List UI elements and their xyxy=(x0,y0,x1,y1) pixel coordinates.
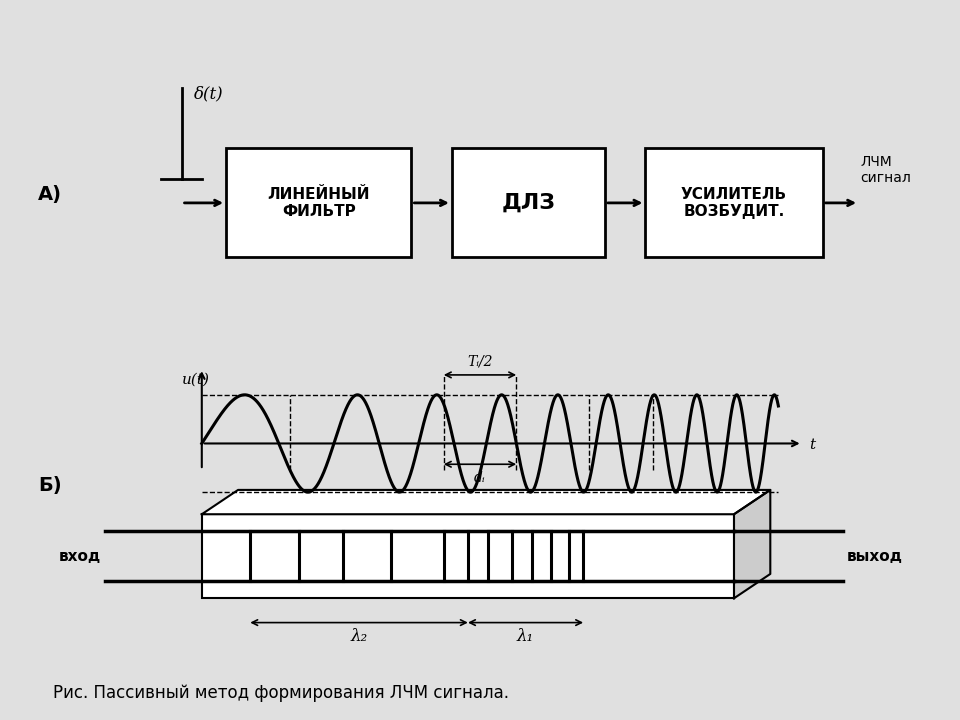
Text: t: t xyxy=(809,438,815,451)
Text: λ₂: λ₂ xyxy=(350,628,368,645)
Bar xyxy=(202,514,734,598)
Text: вход: вход xyxy=(59,549,101,564)
Polygon shape xyxy=(202,490,770,514)
Text: Tᵢ/2: Tᵢ/2 xyxy=(468,354,492,369)
Text: УСИЛИТЕЛЬ
ВОЗБУДИТ.: УСИЛИТЕЛЬ ВОЗБУДИТ. xyxy=(681,186,787,219)
Text: ЛЧМ
сигнал: ЛЧМ сигнал xyxy=(860,155,911,185)
Bar xyxy=(452,148,605,257)
Text: Рис. Пассивный метод формирования ЛЧМ сигнала.: Рис. Пассивный метод формирования ЛЧМ си… xyxy=(53,684,509,702)
Text: выход: выход xyxy=(847,549,903,564)
Bar xyxy=(226,148,412,257)
Polygon shape xyxy=(734,490,770,598)
Bar xyxy=(645,148,823,257)
Text: Б): Б) xyxy=(38,477,62,495)
Text: ЛИНЕЙНЫЙ
ФИЛЬТР: ЛИНЕЙНЫЙ ФИЛЬТР xyxy=(268,186,370,219)
Text: λ₁: λ₁ xyxy=(517,628,534,645)
Text: u(t): u(t) xyxy=(181,373,209,387)
Text: dᵢ: dᵢ xyxy=(474,471,486,485)
Text: А): А) xyxy=(38,185,62,204)
Text: δ(t): δ(t) xyxy=(194,85,224,102)
Text: ДЛЗ: ДЛЗ xyxy=(501,193,556,213)
